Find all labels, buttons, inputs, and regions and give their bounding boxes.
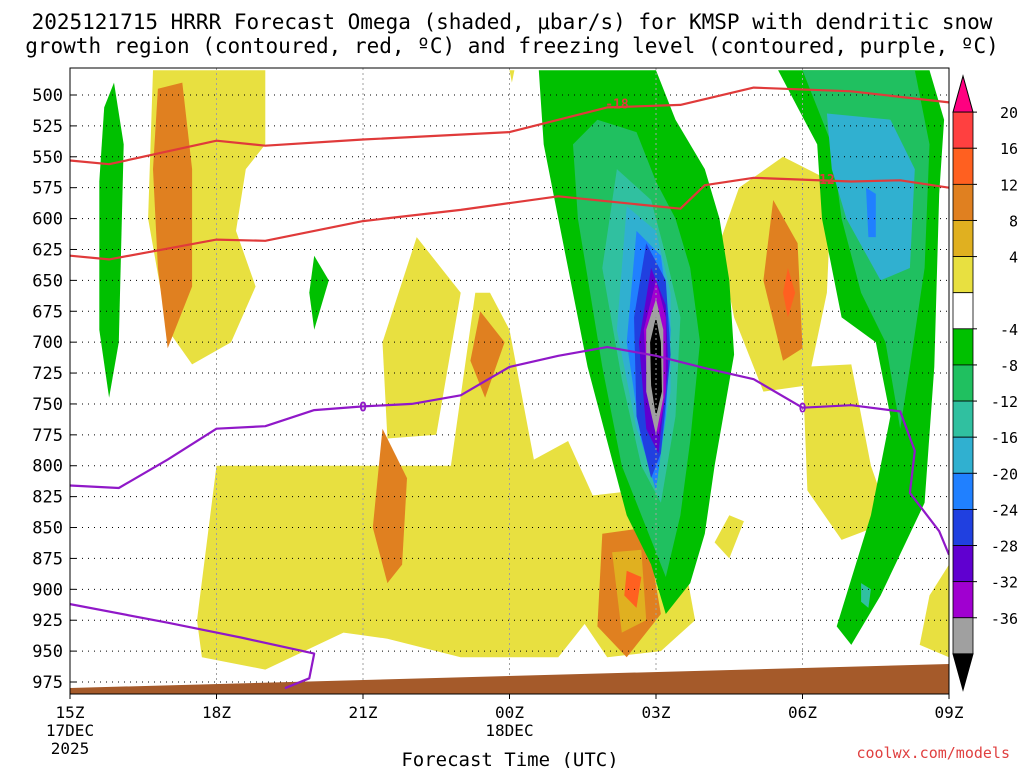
colorbar-swatch <box>952 509 974 546</box>
colorbar-swatch <box>952 581 974 619</box>
x-tick-label: 18Z <box>202 703 231 722</box>
x-tick-label: 09Z <box>935 703 964 722</box>
omega-fill <box>509 70 515 83</box>
y-tick-label: 525 <box>32 117 63 137</box>
colorbar-label: -12 <box>991 393 1018 411</box>
y-tick-label: 600 <box>32 210 63 230</box>
x-tick-label: 06Z <box>788 703 817 722</box>
y-tick-label: 925 <box>32 611 63 631</box>
colorbar-swatch <box>952 183 974 221</box>
y-tick-label: 900 <box>32 580 63 600</box>
omega-fill <box>624 570 642 608</box>
y-tick-label: 775 <box>32 426 63 446</box>
colorbar-swatch <box>952 220 974 257</box>
credit-link[interactable]: coolwx.com/models <box>856 744 1010 762</box>
y-tick-label: 625 <box>32 240 63 260</box>
omega-fill <box>783 268 796 318</box>
colorbar-label: 12 <box>1000 176 1018 194</box>
isotherm-label: 0 <box>799 402 807 417</box>
y-tick-label: 725 <box>32 364 63 384</box>
colorbar-label: -4 <box>1000 321 1018 339</box>
colorbar-label: -36 <box>991 610 1018 628</box>
colorbar-swatch <box>952 292 974 330</box>
x-tick-sublabel: 18DEC <box>485 721 533 740</box>
y-tick-label: 575 <box>32 179 63 199</box>
colorbar-label: -16 <box>991 429 1018 447</box>
omega-fill <box>763 200 803 361</box>
omega-fill <box>919 564 949 658</box>
colorbar-label: 8 <box>1009 212 1018 230</box>
x-tick-sublabel: 2025 <box>51 739 90 758</box>
y-tick-label: 850 <box>32 519 63 539</box>
colorbar-swatch <box>952 653 974 692</box>
y-tick-label: 750 <box>32 395 63 415</box>
grid <box>70 68 949 694</box>
colorbar-label: 4 <box>1009 249 1018 267</box>
omega-fill <box>470 311 505 398</box>
omega-fill <box>382 237 461 439</box>
y-tick-label: 825 <box>32 488 63 508</box>
chart-title-line-2: growth region (contoured, red, ºC) and f… <box>25 34 999 58</box>
colorbar-label: 20 <box>1000 104 1018 122</box>
colorbar-label: -24 <box>991 501 1018 519</box>
isotherm-contours <box>70 86 949 690</box>
isotherm-freezing_0_low <box>70 603 316 690</box>
isotherm-label: 0 <box>359 400 367 415</box>
colorbar-swatch <box>952 436 974 474</box>
x-tick-label: 03Z <box>642 703 671 722</box>
isotherm-label: -18 <box>605 98 629 113</box>
y-tick-label: 950 <box>32 642 63 662</box>
colorbar-swatch <box>952 545 974 583</box>
colorbar-swatch <box>952 256 974 294</box>
omega-fill <box>309 255 329 330</box>
y-tick-label: 550 <box>32 148 63 168</box>
colorbar-swatch <box>952 147 974 185</box>
isotherm-labels: -18 12 0 0 <box>359 98 835 417</box>
chart-title-line-1: 2025121715 HRRR Forecast Omega (shaded, … <box>31 10 993 34</box>
colorbar: 20 16 12 8 4 -4 -8 -12 -16 -20 -24 -28 -32 -36 <box>952 74 1018 692</box>
y-tick-label: 650 <box>32 271 63 291</box>
omega-shading <box>99 70 949 670</box>
x-tick-label: 21Z <box>349 703 378 722</box>
isotherm-freezing_0 <box>70 346 949 556</box>
omega-fill <box>802 364 891 540</box>
colorbar-swatch <box>952 111 974 149</box>
y-tick-label: 800 <box>32 457 63 477</box>
omega-fill <box>714 515 744 559</box>
colorbar-swatch <box>952 74 974 113</box>
y-axis: 500 525 550 575 600 625 650 675 700 725 750 775 800 8… <box>32 86 76 693</box>
colorbar-label: -28 <box>991 538 1018 556</box>
x-tick-label: 15Z <box>56 703 85 722</box>
x-axis-label: Forecast Time (UTC) <box>401 749 618 768</box>
omega-fill <box>866 187 876 238</box>
isotherm-label: 12 <box>819 173 835 188</box>
colorbar-label: -20 <box>991 465 1018 483</box>
y-tick-label: 975 <box>32 673 63 693</box>
x-tick-label: 00Z <box>495 703 524 722</box>
colorbar-swatch <box>952 617 974 655</box>
colorbar-swatch <box>952 400 974 438</box>
colorbar-label: 16 <box>1000 140 1018 158</box>
isotherm-dgz_-12 <box>70 176 949 261</box>
colorbar-swatch <box>952 328 974 366</box>
y-tick-label: 500 <box>32 86 63 106</box>
y-tick-label: 700 <box>32 333 63 353</box>
colorbar-swatch <box>952 364 974 402</box>
colorbar-swatch <box>952 472 974 510</box>
colorbar-label: -8 <box>1000 357 1018 375</box>
y-tick-label: 675 <box>32 302 63 322</box>
colorbar-label: -32 <box>991 574 1018 592</box>
x-tick-sublabel: 17DEC <box>46 721 94 740</box>
omega-fill <box>372 428 407 584</box>
isotherm-dgz_-18 <box>70 86 949 166</box>
y-tick-label: 875 <box>32 549 63 569</box>
